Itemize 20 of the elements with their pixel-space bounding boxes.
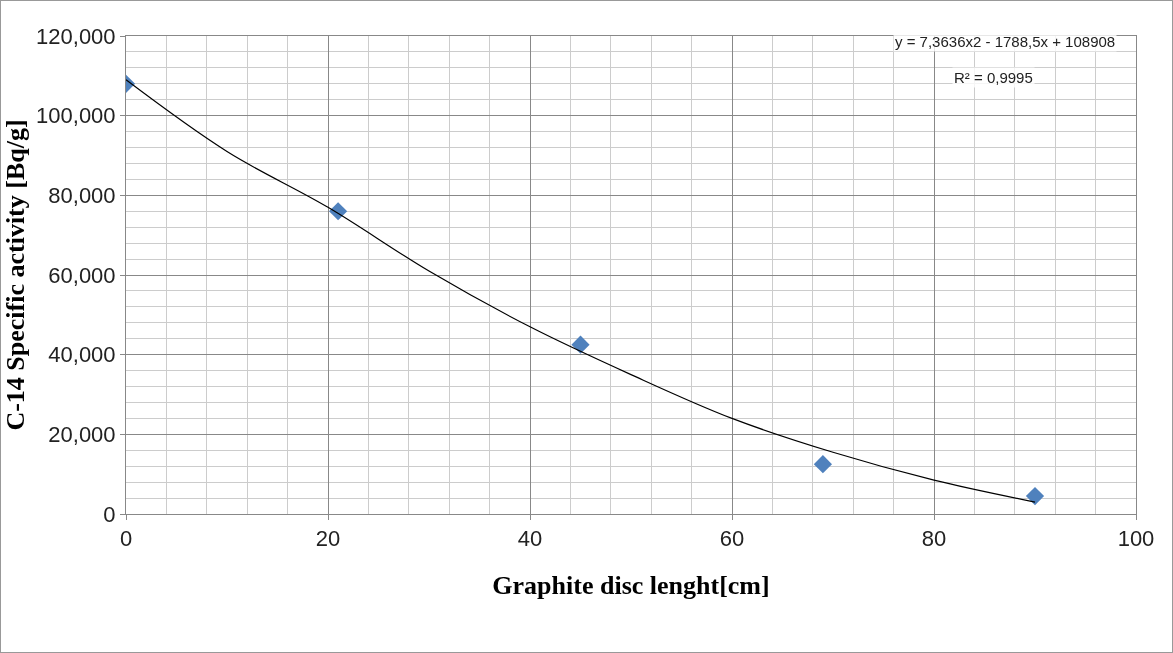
point (813, 455, 832, 474)
point (571, 335, 590, 354)
y-tick-label: 80,000 (48, 183, 116, 209)
x-tick-label: 40 (517, 526, 543, 552)
x-tick-label: 60 (719, 526, 745, 552)
y-tick-label: 100,000 (36, 103, 116, 129)
annotation: R² = 0,9995 (954, 69, 1033, 86)
y-tick-label: 60,000 (48, 262, 116, 288)
x-tick-label: 100 (1117, 526, 1155, 552)
x-tick-label: 80 (921, 526, 947, 552)
point (1025, 486, 1045, 506)
x-tick-label: 20 (315, 526, 341, 552)
x-axis-title: Graphite disc lenght[cm] (492, 571, 770, 601)
annotation: y = 7,3636x2 - 1788,5x + 108908 (895, 33, 1116, 50)
y-tick-label: 120,000 (36, 23, 116, 49)
x-tick-label: 0 (119, 526, 133, 552)
y-tick-label: 40,000 (48, 342, 116, 368)
y-tick-label: 0 (103, 501, 116, 527)
y-tick-label: 20,000 (48, 422, 116, 448)
y-axis-title: C-14 Specific activity [Bq/g] (1, 119, 30, 431)
